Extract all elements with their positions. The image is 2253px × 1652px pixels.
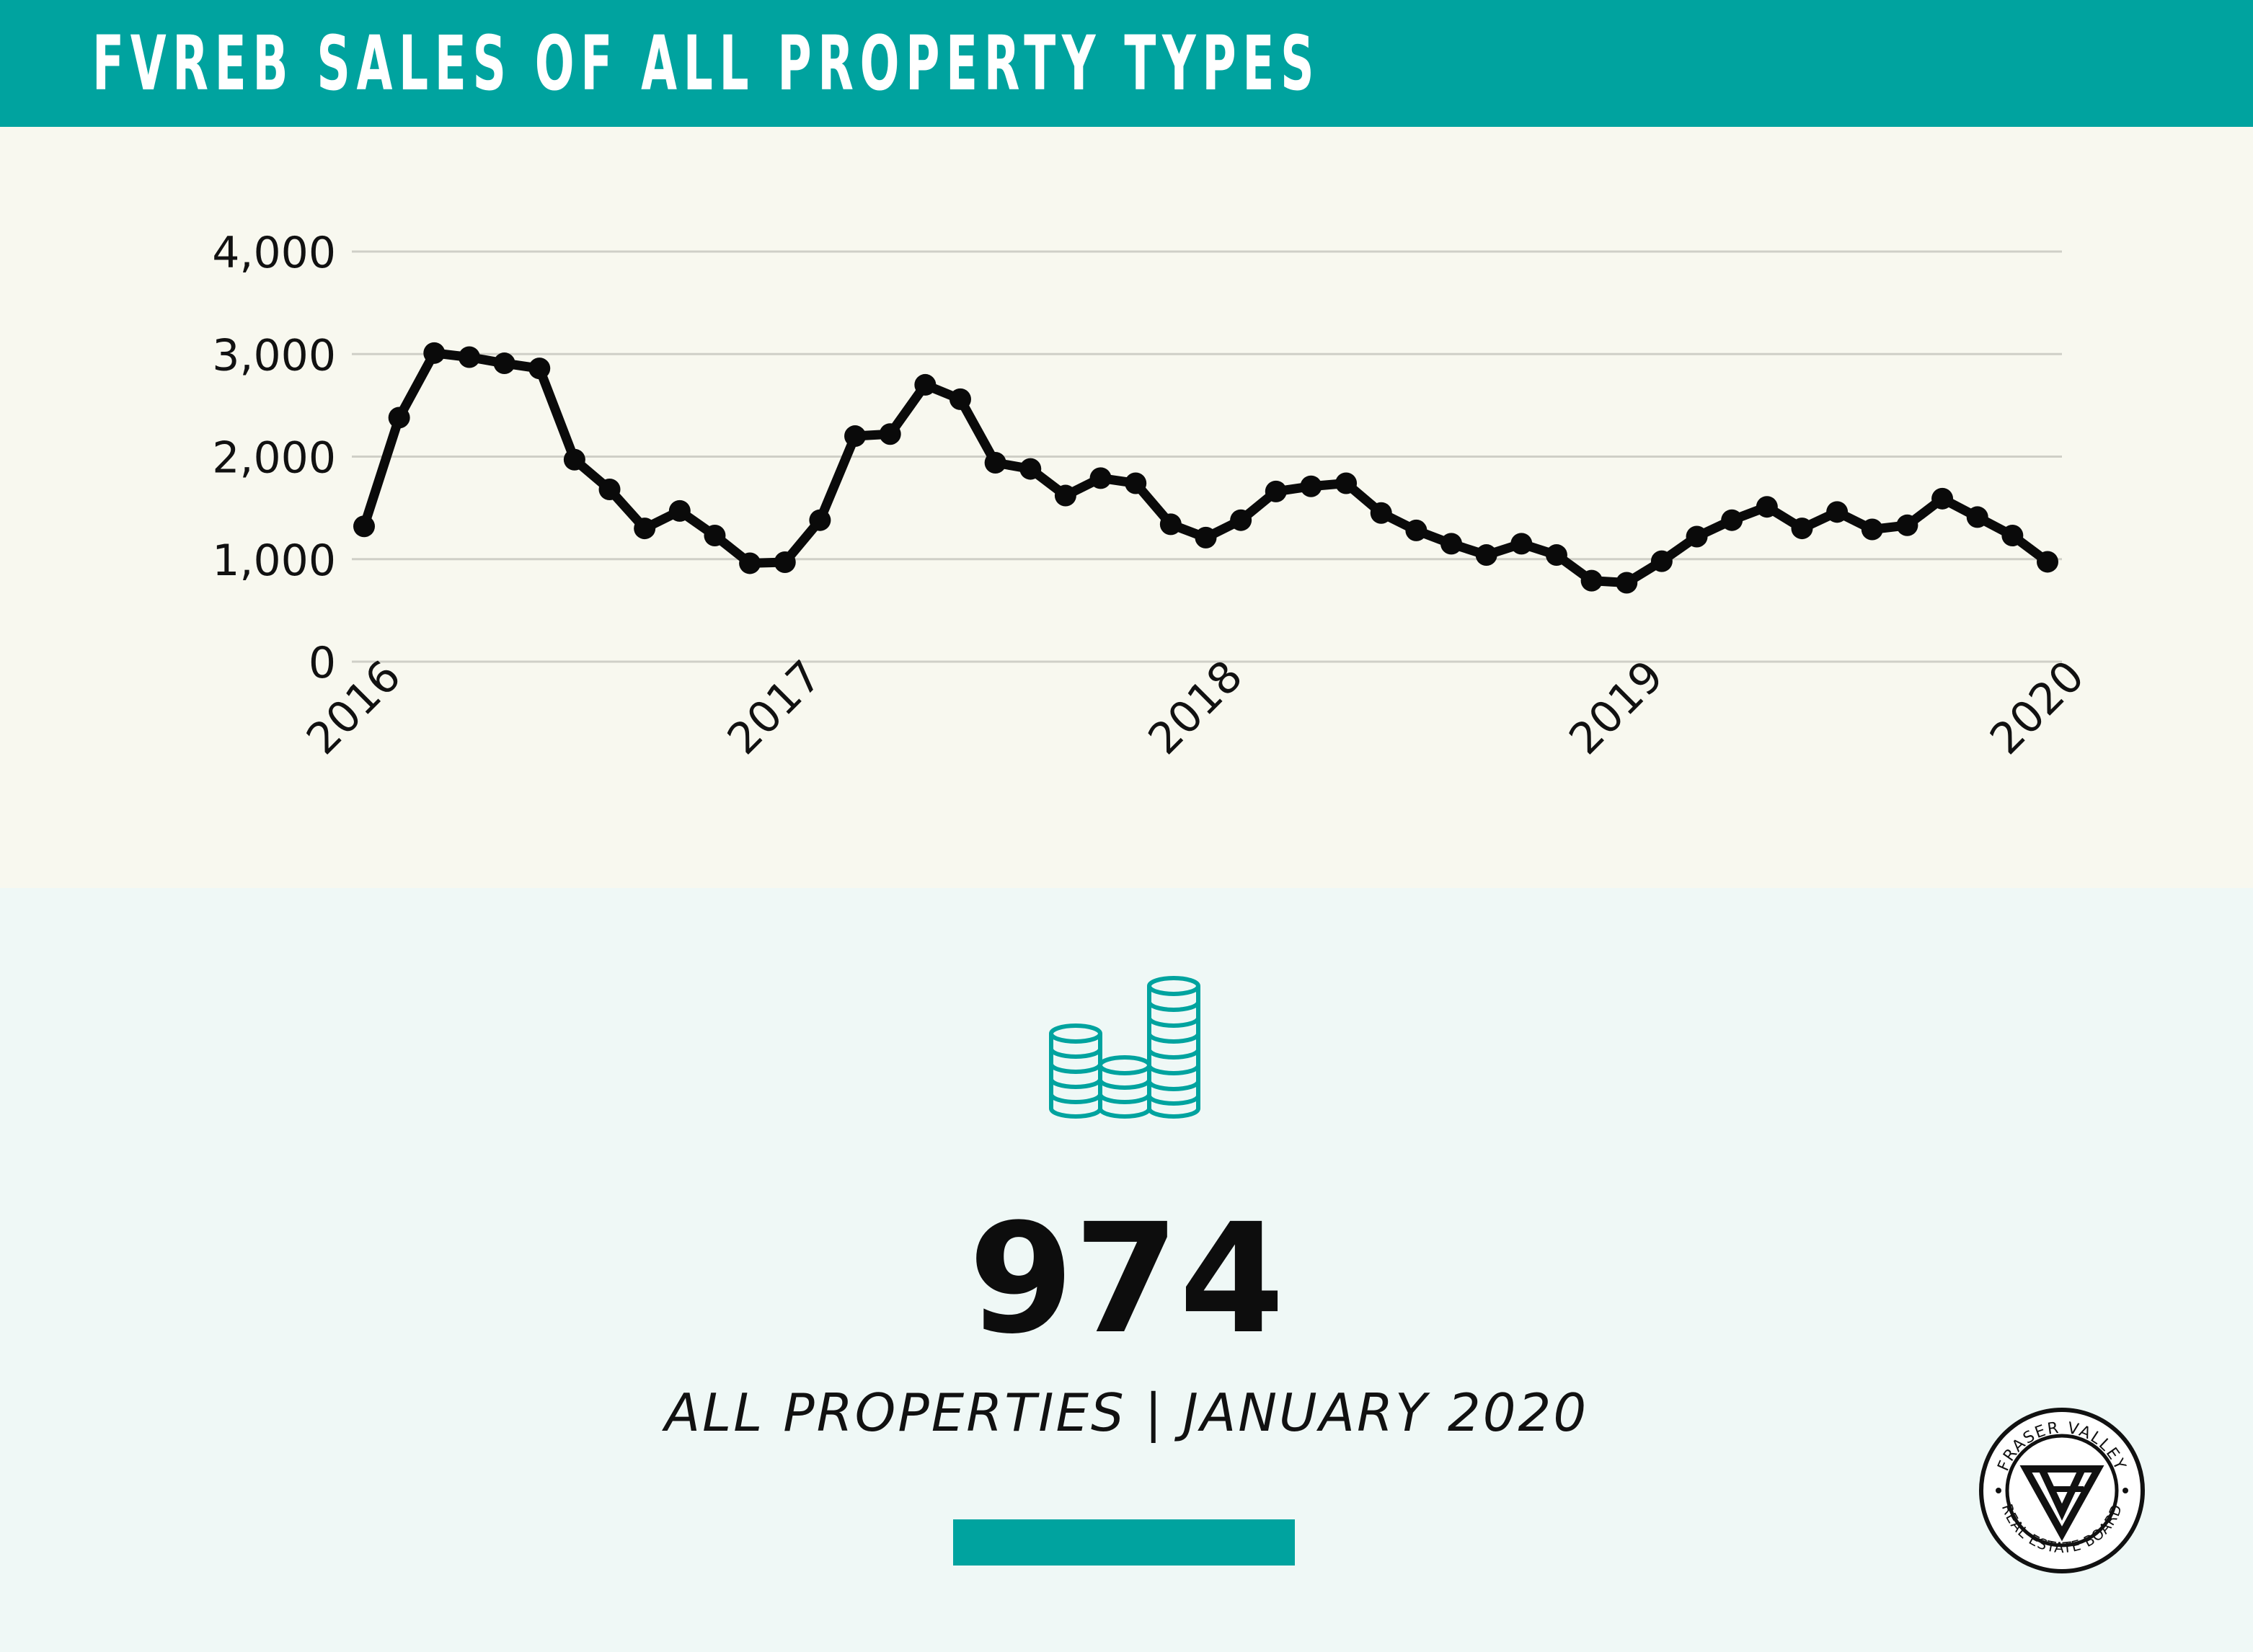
header-banner: FVREB SALES OF ALL PROPERTY TYPES [0, 0, 2253, 127]
data-point [1230, 509, 1252, 531]
accent-bar [953, 1519, 1295, 1566]
data-point [1125, 472, 1147, 494]
coins-stack-icon [1049, 976, 1200, 1119]
data-point [458, 346, 480, 368]
data-point [598, 479, 621, 501]
data-point [1721, 509, 1743, 531]
data-point [1545, 544, 1567, 567]
data-point [844, 425, 867, 448]
data-point [809, 509, 831, 531]
data-point [388, 407, 410, 429]
data-point [1966, 506, 1988, 528]
data-point [914, 373, 937, 396]
data-point [563, 448, 585, 471]
data-point [1019, 458, 1042, 480]
data-point [1791, 518, 1813, 540]
y-tick-label: 3,000 [212, 330, 336, 381]
data-point [1300, 475, 1322, 497]
data-point [1475, 544, 1497, 567]
fvreb-logo: FRASER VALLEY REAL ESTATE BOARD [1979, 1408, 2145, 1573]
data-point [2001, 525, 2024, 547]
data-point [984, 452, 1006, 474]
y-tick-label: 1,000 [212, 536, 336, 586]
data-point [1826, 501, 1849, 523]
x-tick-label: 2017 [718, 651, 831, 764]
chart-panel: 0 1,000 2,000 3,000 4,000 2016 2017 2018 2019 202… [0, 127, 2253, 888]
data-point [2037, 551, 2058, 573]
data-point [949, 388, 971, 410]
data-point [668, 499, 691, 522]
data-point [1650, 550, 1673, 572]
x-tick-label: 2019 [1559, 651, 1673, 764]
y-tick-label: 4,000 [212, 228, 336, 278]
data-point [1054, 484, 1076, 507]
data-point [1440, 533, 1463, 555]
data-point [1265, 480, 1287, 502]
data-point [1861, 518, 1883, 541]
data-point [1370, 502, 1392, 524]
data-point [1089, 467, 1112, 489]
data-point [1686, 525, 1708, 548]
data-point [423, 342, 446, 364]
data-point [493, 352, 515, 375]
data-point [704, 525, 726, 547]
data-point [1405, 519, 1428, 541]
data-point [353, 515, 375, 538]
page-title: FVREB SALES OF ALL PROPERTY TYPES [92, 19, 1321, 107]
summary-caption: ALL PROPERTIES | JANUARY 2020 [664, 1382, 1589, 1443]
data-point [879, 423, 901, 445]
data-point [1159, 513, 1182, 536]
data-point [739, 552, 761, 574]
data-point [1335, 472, 1358, 494]
x-tick-label: 2020 [1980, 651, 2094, 764]
summary-value: 974 [968, 1191, 1285, 1367]
x-tick-label: 2018 [1139, 651, 1252, 764]
data-point [1931, 487, 1954, 510]
data-point [1195, 526, 1217, 549]
y-tick-label: 0 [309, 638, 336, 688]
y-tick-label: 2,000 [212, 433, 336, 484]
data-point [774, 551, 796, 574]
data-point [1896, 514, 1918, 536]
data-point [1510, 533, 1533, 555]
data-point [1580, 569, 1603, 592]
data-point [1756, 496, 1778, 518]
data-point [528, 358, 551, 380]
data-point [634, 518, 656, 540]
data-point [1616, 572, 1638, 594]
